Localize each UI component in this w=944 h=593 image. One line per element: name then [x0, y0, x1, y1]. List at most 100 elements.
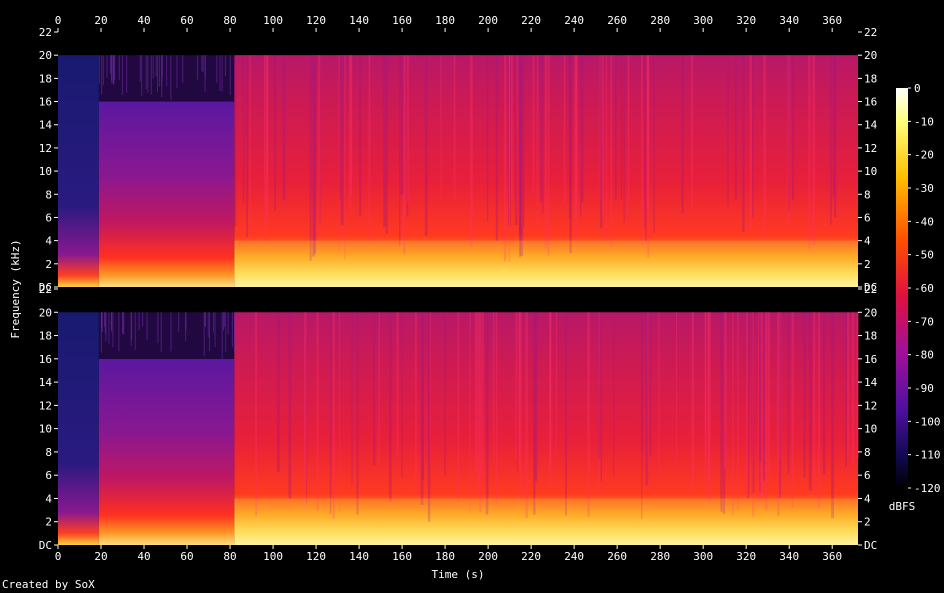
spectral-streak — [520, 55, 524, 256]
y-tick-label-left: 20 — [39, 306, 52, 319]
spectral-streak — [600, 55, 603, 229]
spectral-streak — [155, 55, 157, 77]
y-axis-label: Frequency (kHz) — [9, 239, 22, 338]
x-tick-label-top: 100 — [263, 14, 283, 27]
spectral-streak — [515, 55, 519, 218]
spectral-streak — [123, 312, 125, 335]
spectral-streak — [555, 312, 558, 455]
y-tick-label-left: 4 — [45, 235, 52, 248]
spectral-streak — [108, 312, 110, 345]
spectral-streak — [201, 55, 203, 72]
spectral-streak — [156, 55, 158, 92]
spectral-streak — [681, 55, 684, 213]
spectral-streak — [705, 312, 707, 490]
spectral-streak — [306, 312, 308, 504]
spectral-streak — [402, 55, 406, 254]
spectral-streak — [812, 55, 816, 247]
y-tick-label-right: DC — [864, 281, 877, 294]
spectral-streak — [242, 55, 245, 203]
spectral-streak — [762, 312, 765, 481]
y-tick-label-left: 14 — [39, 376, 53, 389]
spectral-streak — [204, 312, 206, 328]
x-tick-label-bottom: 0 — [55, 550, 62, 563]
y-tick-label-right: 12 — [864, 142, 877, 155]
x-tick-label-top: 220 — [521, 14, 541, 27]
spectral-streak — [224, 312, 226, 328]
segment-medium — [98, 101, 235, 287]
spectral-streak — [457, 312, 460, 503]
spectral-streak — [522, 55, 525, 228]
spectral-streak — [646, 312, 649, 485]
y-tick-label-right: 12 — [864, 399, 877, 412]
spectral-streak — [495, 312, 498, 505]
spectral-streak — [834, 55, 837, 218]
y-tick-label-right: 2 — [864, 258, 871, 271]
spectral-streak — [704, 312, 706, 482]
y-tick-label-right: 6 — [864, 469, 871, 482]
x-tick-label-top: 300 — [693, 14, 713, 27]
spectral-streak — [378, 312, 380, 466]
spectral-streak — [817, 312, 821, 509]
y-tick-label-left: 2 — [45, 516, 52, 529]
spectral-streak — [847, 312, 850, 455]
spectral-streak — [787, 55, 791, 221]
x-tick-label-bottom: 80 — [223, 550, 236, 563]
y-tick-label-right: 14 — [864, 119, 878, 132]
y-tick-label-left: 2 — [45, 258, 52, 271]
spectral-streak — [350, 55, 353, 197]
spectral-streak — [614, 55, 617, 201]
spectral-streak — [653, 55, 655, 234]
colorbar-tick-label: -20 — [914, 149, 934, 162]
spectral-streak — [166, 55, 168, 87]
colorbar-tick-label: -80 — [914, 349, 934, 362]
spectral-streak — [532, 55, 535, 195]
spectral-streak — [581, 55, 584, 203]
spectral-streak — [118, 312, 120, 352]
y-tick-label-right: DC — [864, 539, 877, 552]
x-tick-label-bottom: 140 — [349, 550, 369, 563]
spectral-streak — [493, 312, 495, 464]
spectral-streak — [732, 312, 734, 517]
spectral-streak — [141, 55, 143, 96]
spectral-streak — [563, 55, 566, 203]
spectral-streak — [508, 55, 511, 226]
y-tick-label-left: 16 — [39, 96, 52, 109]
low-frequency-band — [234, 498, 858, 545]
colorbar-tick-label: -100 — [914, 415, 941, 428]
y-tick-label-left: 12 — [39, 142, 52, 155]
spectral-streak — [233, 312, 235, 353]
spectral-streak — [691, 55, 694, 211]
spectral-streak — [645, 312, 649, 486]
spectral-streak — [601, 55, 604, 215]
spectral-streak — [182, 55, 184, 84]
spectral-streak — [139, 55, 141, 82]
spectral-streak — [170, 55, 172, 100]
spectral-streak — [737, 312, 739, 511]
spectral-streak — [109, 55, 111, 74]
spectral-streak — [121, 55, 123, 95]
spectral-streak — [813, 312, 816, 495]
spectral-streak — [104, 312, 106, 334]
spectral-streak — [533, 312, 536, 515]
x-tick-label-top: 340 — [779, 14, 799, 27]
spectral-streak — [734, 55, 737, 201]
segment-quiet — [58, 312, 99, 545]
spectral-streak — [495, 55, 498, 241]
y-tick-label-right: 8 — [864, 188, 871, 201]
y-tick-label-left: 10 — [39, 423, 52, 436]
spectral-streak — [759, 312, 761, 493]
spectral-streak — [845, 312, 847, 467]
spectral-streak — [209, 312, 211, 352]
spectral-streak — [440, 55, 442, 199]
spectral-streak — [515, 312, 518, 460]
spectral-streak — [304, 312, 307, 488]
spectral-streak — [518, 55, 522, 236]
x-tick-label-bottom: 60 — [180, 550, 193, 563]
spectral-streak — [225, 312, 227, 353]
spectral-streak — [203, 312, 205, 357]
spectral-streak — [221, 312, 223, 359]
spectral-streak — [98, 55, 100, 84]
spectral-streak — [400, 55, 404, 195]
spectral-streak — [605, 55, 608, 242]
